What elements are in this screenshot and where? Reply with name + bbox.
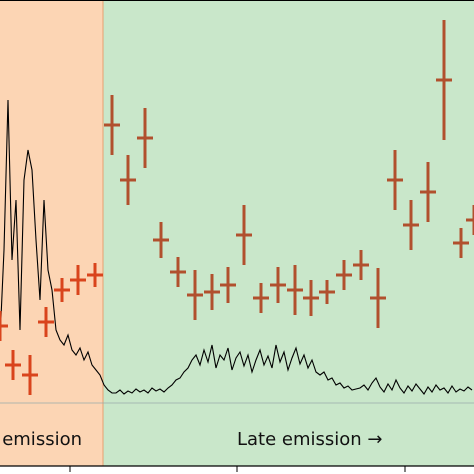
error-point xyxy=(336,260,352,290)
error-point xyxy=(137,108,153,168)
region-label: Late emission → xyxy=(237,429,383,450)
light-curve xyxy=(0,99,473,395)
error-point xyxy=(120,155,136,205)
error-point xyxy=(387,150,403,210)
error-point xyxy=(236,205,252,265)
error-point xyxy=(436,20,452,140)
error-point xyxy=(270,267,286,303)
region xyxy=(0,0,103,466)
error-point xyxy=(453,228,469,258)
error-point xyxy=(187,270,203,320)
error-point xyxy=(420,162,436,222)
error-point xyxy=(22,355,38,395)
region xyxy=(103,0,474,466)
error-point xyxy=(0,311,8,341)
error-point xyxy=(70,265,86,295)
error-point xyxy=(170,257,186,287)
error-point xyxy=(220,267,236,303)
region-label: emission xyxy=(2,429,82,450)
error-point xyxy=(287,265,303,315)
error-point xyxy=(5,350,21,380)
error-point xyxy=(403,200,419,250)
error-point xyxy=(87,263,103,287)
error-point xyxy=(204,274,220,310)
error-point xyxy=(319,280,335,304)
error-point xyxy=(353,250,369,280)
error-point xyxy=(104,95,120,155)
error-point xyxy=(303,280,319,316)
error-point xyxy=(253,283,269,313)
error-point xyxy=(466,205,474,235)
error-point xyxy=(54,278,70,302)
error-point xyxy=(153,222,169,258)
error-point xyxy=(370,268,386,328)
marks xyxy=(0,20,474,395)
error-point xyxy=(38,307,54,337)
